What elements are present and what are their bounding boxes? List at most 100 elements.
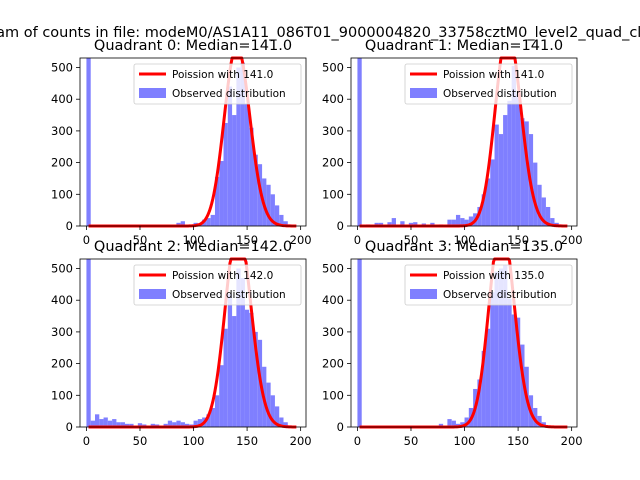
y-tick-label: 300 — [322, 124, 344, 138]
quadrant-1-panel: 0 50 100 150 200 0 100 200 300 400 500 Quadrant 1:… — [322, 38, 583, 247]
histogram-bar — [270, 395, 275, 427]
histogram-bar — [120, 422, 125, 427]
quadrant-1-title: Quadrant 1: Median=141.0 — [365, 38, 563, 54]
legend-hist-label: Observed distribution — [443, 289, 557, 301]
histogram-bar — [515, 317, 521, 427]
x-tick-label: 0 — [354, 233, 361, 247]
legend-frame — [133, 264, 302, 306]
histogram-bar — [357, 58, 362, 226]
x-tick-label: 0 — [354, 434, 361, 448]
histogram-bar — [503, 265, 508, 427]
legend-hist-label: Observed distribution — [172, 289, 286, 301]
histogram-bar — [210, 214, 215, 226]
quadrant-2-ticks: 0 50 100 150 200 0 100 200 300 400 500 — [51, 262, 312, 448]
histogram-bar — [485, 328, 491, 427]
histogram-bar — [438, 423, 444, 427]
quadrant-3-legend: Poission with 135.0 Observed distributio… — [404, 264, 573, 306]
quadrant-1-axes — [350, 57, 578, 227]
legend-frame — [133, 63, 302, 105]
histogram-bar — [223, 328, 228, 427]
histogram-bar — [210, 407, 215, 427]
histogram-bar — [214, 176, 220, 226]
y-tick-label: 500 — [322, 61, 344, 75]
histogram-bar — [490, 159, 495, 226]
histogram-bar — [283, 221, 288, 226]
x-tick-label: 200 — [561, 434, 583, 448]
quadrant-2-bars — [86, 259, 297, 427]
histogram-bar — [545, 206, 551, 226]
histogram-bar — [507, 100, 512, 226]
histogram-bar — [391, 218, 396, 226]
legend-fit-label: Poission with 135.0 — [443, 270, 544, 282]
histogram-bar — [485, 178, 491, 226]
legend-frame — [404, 63, 573, 105]
y-tick-label: 200 — [51, 156, 73, 170]
histogram-bar — [279, 417, 284, 427]
histogram-bar — [408, 222, 414, 226]
y-tick-label: 300 — [51, 124, 73, 138]
quadrant-3-title: Quadrant 3: Median=135.0 — [365, 239, 563, 255]
histogram-bar — [524, 121, 529, 226]
legend-fit-label: Poission with 141.0 — [443, 69, 544, 81]
histogram-bar — [494, 124, 499, 226]
histogram-bar — [481, 350, 486, 427]
histogram-bar — [503, 115, 508, 226]
histogram-bar — [451, 219, 456, 226]
histogram-bar — [103, 417, 108, 427]
histogram-bar — [206, 218, 211, 226]
x-tick-label: 100 — [183, 434, 205, 448]
histogram-bar — [116, 422, 121, 427]
y-tick-label: 100 — [322, 187, 344, 201]
histogram-bar — [236, 268, 241, 427]
histogram-bar — [498, 268, 504, 427]
legend-frame — [404, 264, 573, 306]
x-tick-label: 200 — [290, 434, 312, 448]
histogram-bar — [430, 222, 435, 226]
histogram-bar — [124, 423, 130, 427]
histogram-bar — [447, 219, 452, 226]
histogram-bar — [227, 293, 233, 427]
y-tick-label: 0 — [66, 219, 73, 233]
quadrant-0-ticks: 0 50 100 150 200 0 100 200 300 400 500 — [51, 61, 312, 247]
histogram-bar — [357, 259, 362, 427]
figure-suptitle: Histogram of counts in file: modeM0/AS1A… — [0, 25, 640, 41]
x-tick-label: 150 — [236, 233, 258, 247]
histogram-bar — [511, 65, 516, 226]
histogram-bar — [279, 214, 284, 226]
y-tick-label: 400 — [51, 92, 73, 106]
histogram-bar — [413, 222, 418, 226]
histogram-bar — [460, 218, 465, 226]
legend-hist-label: Observed distribution — [443, 88, 557, 100]
histogram-bar — [137, 423, 143, 427]
histogram-bar — [274, 205, 280, 226]
histogram-bar — [172, 422, 177, 427]
histogram-bar — [451, 420, 456, 427]
histogram-bar — [227, 86, 233, 226]
histogram-bar — [232, 115, 237, 226]
histogram-bar — [533, 407, 538, 427]
y-tick-label: 500 — [51, 61, 73, 75]
histogram-bar — [86, 58, 91, 226]
y-tick-label: 500 — [51, 262, 73, 276]
histogram-bar — [244, 309, 250, 427]
legend-fit-label: Poission with 141.0 — [172, 69, 273, 81]
x-tick-label: 50 — [404, 434, 419, 448]
histogram-bar — [244, 103, 250, 226]
y-tick-label: 400 — [51, 293, 73, 307]
histogram-bar — [223, 122, 228, 226]
histogram-bar — [253, 154, 258, 226]
legend-hist-swatch — [410, 88, 437, 98]
histogram-bar — [90, 420, 95, 427]
histogram-bar — [498, 134, 504, 226]
histogram-bar — [447, 419, 452, 427]
quadrant-0-title: Quadrant 0: Median=141.0 — [94, 38, 292, 54]
y-tick-label: 100 — [322, 388, 344, 402]
histogram-bar — [520, 118, 525, 226]
x-tick-label: 100 — [183, 233, 205, 247]
histogram-bar — [490, 292, 495, 427]
histogram-bar — [515, 94, 521, 226]
histogram-bar — [494, 271, 499, 427]
histogram-bar — [468, 216, 474, 226]
histogram-bar — [266, 382, 271, 427]
